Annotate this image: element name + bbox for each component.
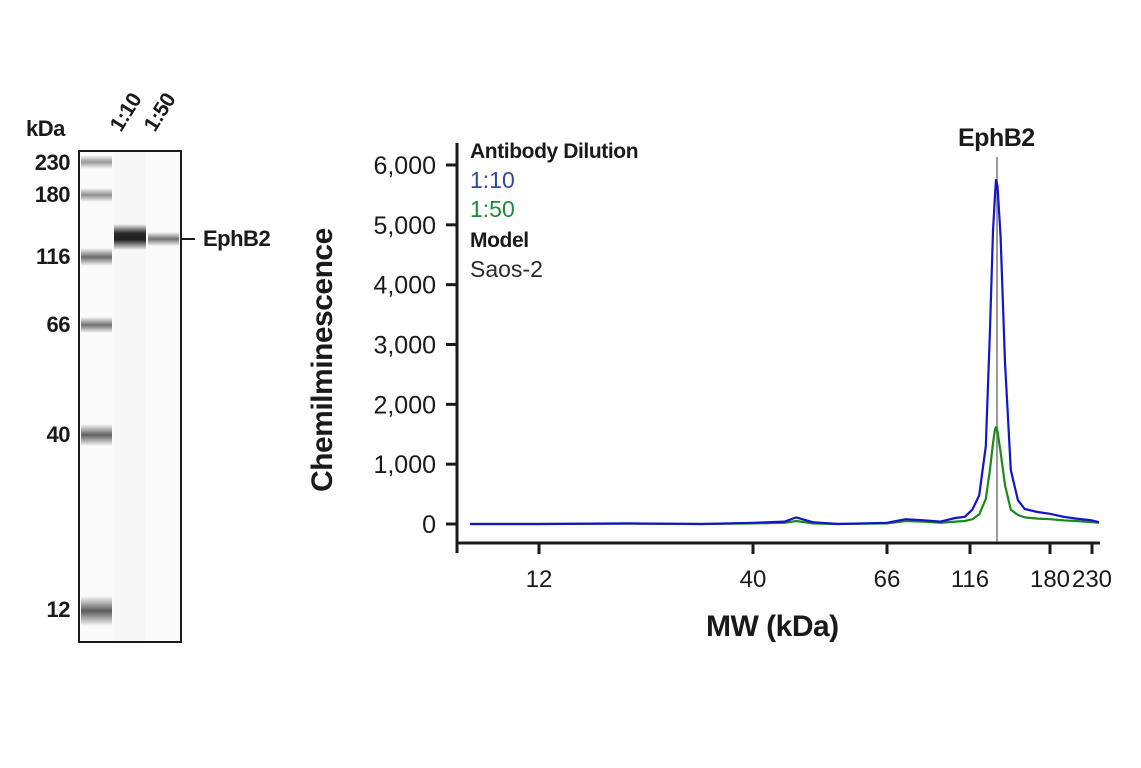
y-tick-label-3000: 3,000	[373, 332, 436, 360]
x-tick-label-40: 40	[740, 566, 767, 593]
lane-1-10	[114, 152, 146, 641]
legend: Antibody Dilution 1:10 1:50 Model Saos-2	[470, 137, 639, 284]
y-tick-label-1000: 1,000	[373, 451, 436, 479]
target-pointer-line	[181, 238, 195, 240]
x-tick-label-180: 180	[1030, 566, 1070, 593]
gel-target-label: EphB2	[203, 226, 271, 251]
lane-1-10-band	[114, 224, 146, 250]
series-line-1-50	[470, 426, 1100, 526]
ladder-band-66	[81, 317, 112, 333]
legend-model-value: Saos-2	[470, 256, 543, 282]
y-tick-label-5000: 5,000	[373, 212, 436, 240]
ladder-band-180	[81, 188, 112, 202]
legend-item-1-50: 1:50	[470, 196, 515, 222]
x-tick-label-66: 66	[874, 566, 901, 593]
peak-annotation-label: EphB2	[958, 124, 1035, 152]
ladder-band-12	[81, 596, 112, 626]
marker-label-116: 116	[36, 244, 71, 269]
ladder-band-40	[81, 424, 112, 446]
ladder-band-116	[81, 248, 112, 266]
marker-label-180: 180	[34, 182, 71, 207]
x-tick-label-116: 116	[951, 566, 989, 593]
y-tick-label-4000: 4,000	[373, 272, 436, 300]
gel-image	[78, 150, 182, 643]
ladder-band-230	[81, 155, 112, 169]
y-tick-label-6000: 6,000	[373, 152, 436, 180]
legend-item-1-10: 1:10	[470, 167, 515, 193]
lane-1-50-band	[148, 232, 179, 246]
marker-label-40: 40	[46, 422, 71, 447]
marker-label-230: 230	[34, 150, 71, 175]
ladder-lane	[81, 152, 112, 641]
y-axis-label: Chemilminescence	[306, 228, 339, 492]
marker-label-66: 66	[46, 312, 71, 337]
x-tick-label-12: 12	[526, 566, 553, 593]
y-tick-label-2000: 2,000	[373, 391, 436, 419]
x-axis-label: MW (kDa)	[706, 610, 839, 643]
legend-model-title: Model	[470, 229, 529, 252]
series-line-1-10	[470, 178, 1100, 526]
gel-unit-label: kDa	[26, 116, 65, 141]
y-tick-label-0: 0	[422, 511, 436, 539]
marker-label-12: 12	[46, 597, 71, 622]
x-tick-label-230: 230	[1072, 566, 1112, 593]
lane-1-50	[148, 152, 179, 641]
legend-title: Antibody Dilution	[470, 140, 639, 163]
